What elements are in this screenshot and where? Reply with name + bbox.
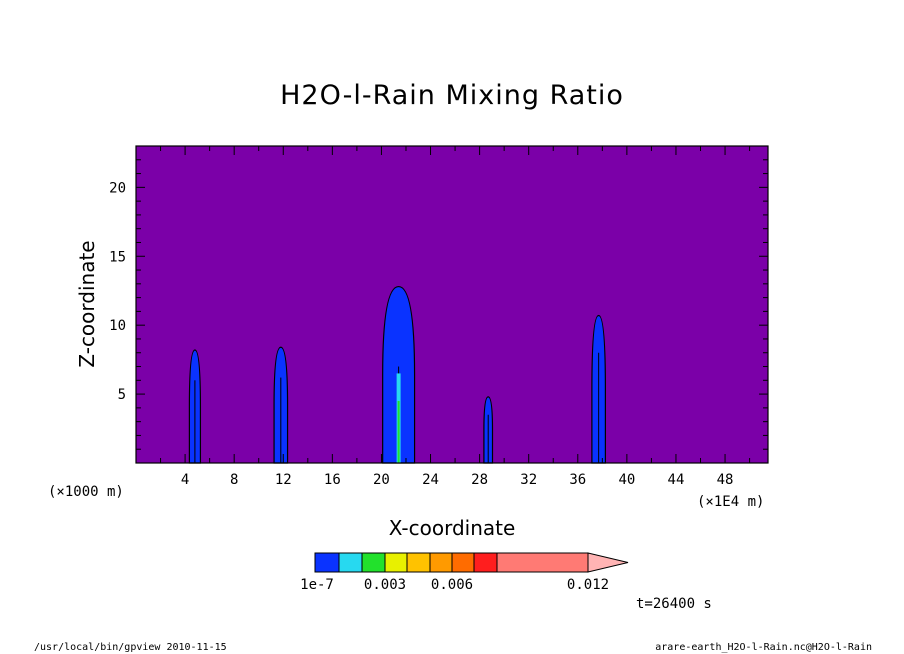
colorbar-arrow	[587, 552, 629, 573]
rain-core-green	[397, 400, 400, 463]
colorbar-label-4: 0.012	[567, 577, 609, 593]
colorbar-segment-2	[338, 552, 363, 573]
y-tick-label-10: 10	[109, 318, 126, 334]
x-tick-label-40: 40	[618, 472, 635, 488]
x-tick-label-20: 20	[373, 472, 390, 488]
x-tick-label-24: 24	[422, 472, 439, 488]
x-tick-label-28: 28	[471, 472, 488, 488]
colorbar-segment-7	[451, 552, 475, 573]
y-tick-label-20: 20	[109, 180, 126, 196]
colorbar-segment-1	[314, 552, 340, 573]
x-axis-label: X-coordinate	[389, 516, 516, 540]
chart-title: H2O-l-Rain Mixing Ratio	[280, 80, 624, 111]
x-tick-label-12: 12	[275, 472, 292, 488]
colorbar-segment-3	[361, 552, 386, 573]
y-tick-label-5: 5	[118, 387, 126, 403]
colorbar-segment-5	[406, 552, 431, 573]
x-units-right: (×1E4 m)	[697, 494, 764, 510]
colorbar: 1e-7 0.003 0.006 0.012	[300, 552, 629, 593]
footer-left: /usr/local/bin/gpview 2010-11-15	[34, 642, 227, 653]
x-tick-label-44: 44	[668, 472, 685, 488]
plot-background	[136, 146, 768, 463]
plot-frame	[135, 145, 769, 464]
x-tick-label-48: 48	[717, 472, 734, 488]
x-tick-label-4: 4	[181, 472, 189, 488]
x-tick-label-8: 8	[230, 472, 238, 488]
time-label: t=26400 s	[636, 596, 712, 612]
y-tick-label-15: 15	[109, 249, 126, 265]
x-tick-label-36: 36	[569, 472, 586, 488]
colorbar-segment-4	[384, 552, 408, 573]
x-tick-label-32: 32	[520, 472, 537, 488]
colorbar-label-3: 0.006	[431, 577, 473, 593]
colorbar-label-2: 0.003	[364, 577, 406, 593]
colorbar-segment-8	[473, 552, 498, 573]
colorbar-segment-9	[496, 552, 589, 573]
y-axis-label: Z-coordinate	[75, 240, 99, 367]
footer-right: arare-earth_H2O-l-Rain.nc@H2O-l-Rain	[655, 642, 872, 653]
x-units-left: (×1000 m)	[48, 484, 124, 500]
colorbar-label-1: 1e-7	[300, 577, 334, 593]
x-tick-label-16: 16	[324, 472, 341, 488]
colorbar-segment-6	[429, 552, 453, 573]
